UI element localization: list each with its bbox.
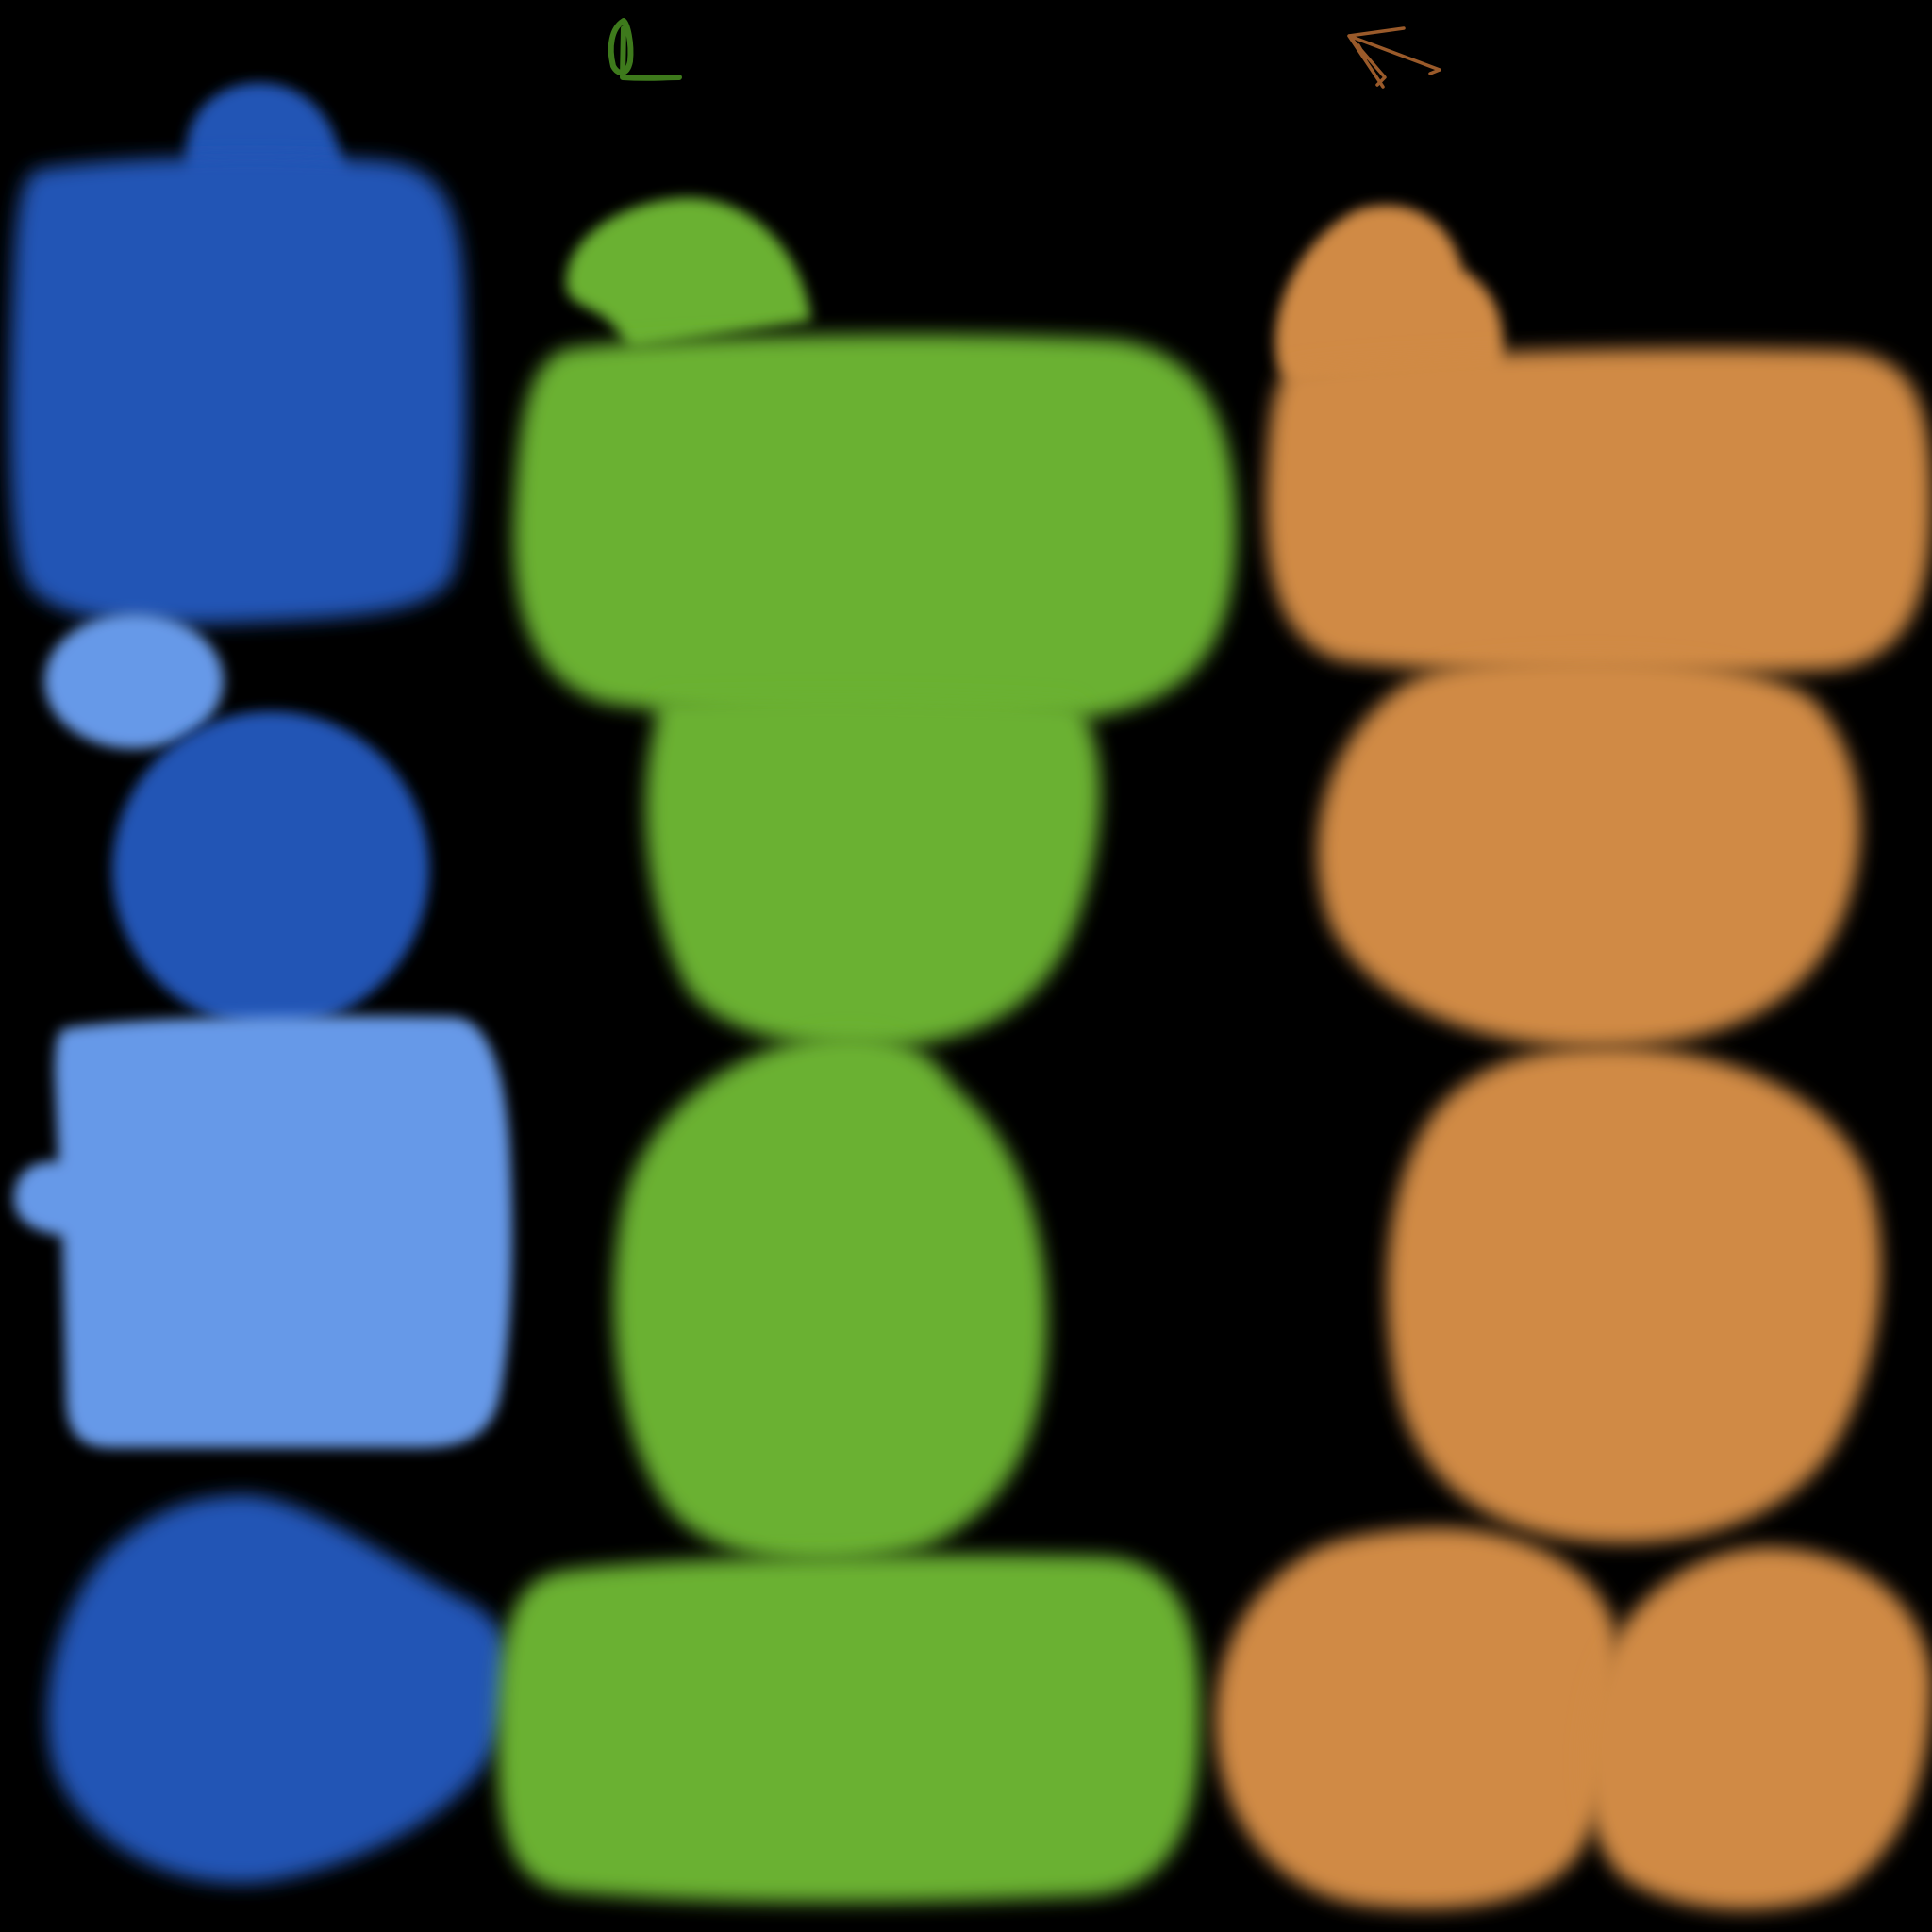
blue-circle [112,711,429,1028]
orange-top-cap [1265,348,1932,675]
orange-bottom-left-lobe [1215,1527,1621,1909]
blue-large-square [9,156,466,625]
orange-column [1215,205,1932,1910]
blue-column [9,82,513,1884]
orange-middle-upper [1317,657,1860,1047]
green-bottom-block [497,1555,1201,1903]
blue-small-light-oval [44,613,224,749]
blue-bottom-blob [47,1494,513,1884]
green-hook-top [566,197,811,349]
orange-top-knob [1274,205,1504,387]
green-top-cap [513,334,1236,725]
green-l-mark [608,18,682,81]
orange-middle-lower [1387,1046,1882,1543]
orange-arrow-stroke [1347,26,1441,89]
blue-light-square [13,1015,512,1448]
green-l-stroke [608,18,682,81]
green-middle-lower [613,1034,1047,1563]
green-column [497,197,1236,1903]
orange-bottom-right-lobe [1585,1547,1932,1910]
orange-arrow-mark [1347,26,1441,89]
green-middle-upper [645,694,1101,1048]
